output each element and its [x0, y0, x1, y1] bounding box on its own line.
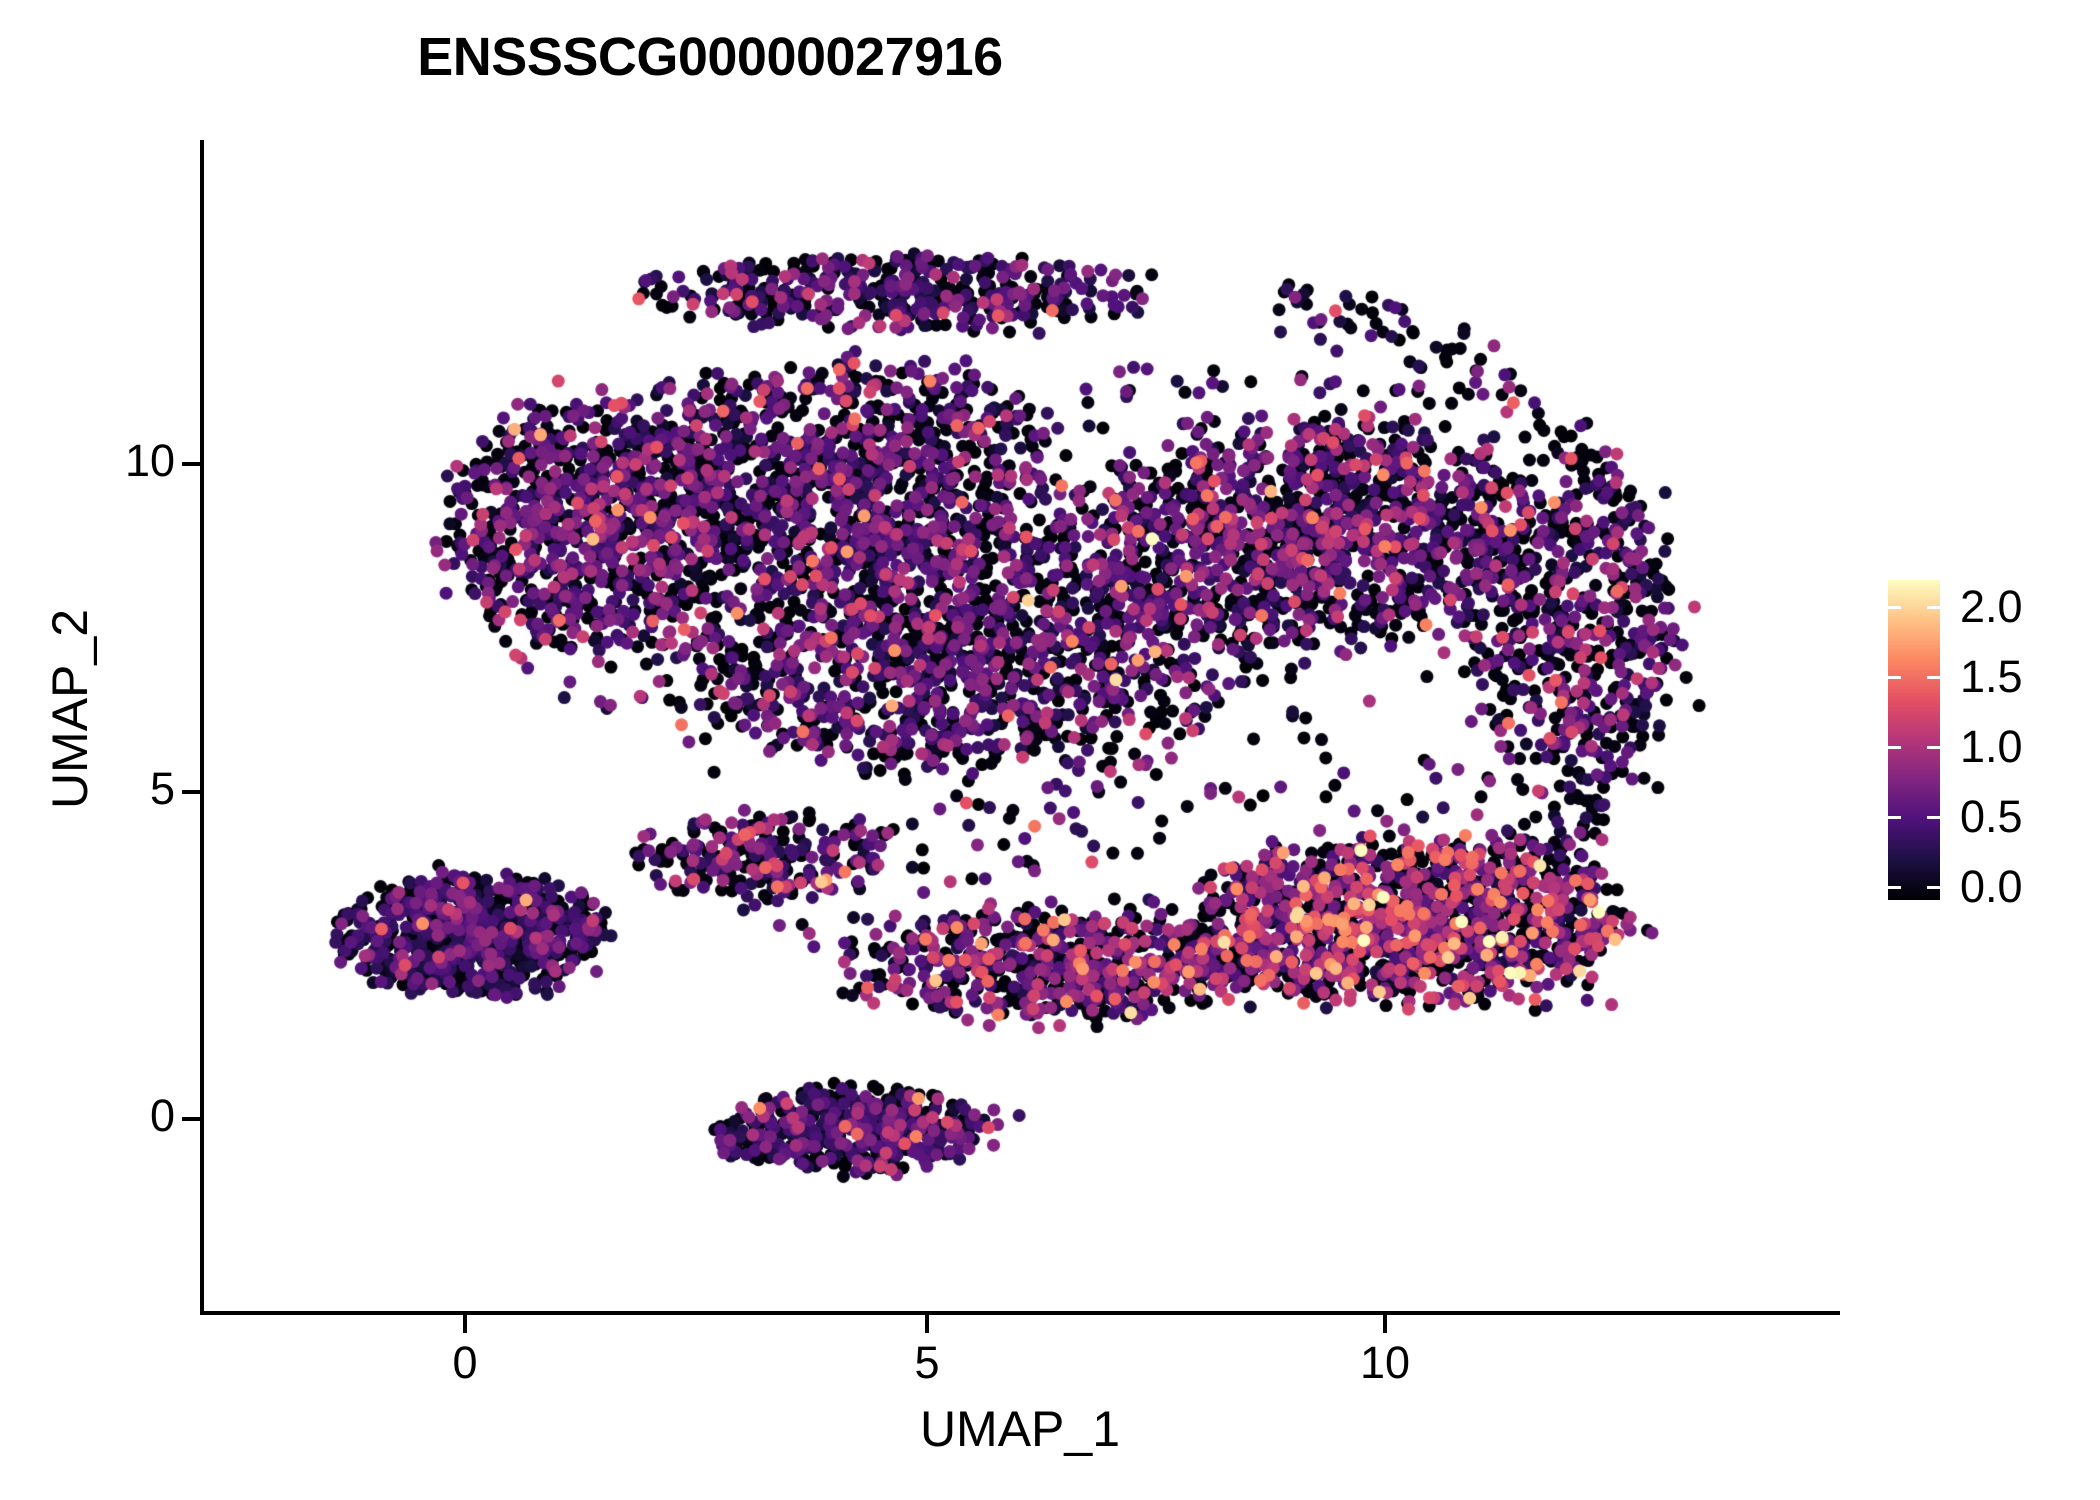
legend-tick-mark-0-0-left	[1888, 886, 1901, 889]
x-tick-mark-0	[463, 1315, 467, 1333]
colorbar-gradient	[1888, 580, 1940, 900]
x-axis-title: UMAP_1	[919, 1401, 1121, 1457]
legend-tick-mark-0-0-right	[1927, 886, 1940, 889]
y-tick-label-0: 0	[149, 1090, 175, 1141]
legend-tick-mark-2-0-right	[1927, 606, 1940, 609]
y-tick-mark-0	[182, 1117, 200, 1121]
x-tick-mark-5	[925, 1315, 929, 1333]
legend-tick-mark-0-5-right	[1927, 816, 1940, 819]
legend-label-2-0: 2.0	[1960, 581, 2023, 632]
legend-tick-mark-1-5-right	[1927, 676, 1940, 679]
legend-label-0-0: 0.0	[1960, 861, 2023, 912]
y-axis-title: UMAP_2	[42, 608, 98, 810]
legend-tick-mark-2-0-left	[1888, 606, 1901, 609]
y-tick-label-10: 10	[124, 435, 175, 486]
legend-tick-mark-1-0-right	[1927, 746, 1940, 749]
x-tick-label-10: 10	[1359, 1337, 1411, 1388]
y-axis-line	[200, 140, 204, 1315]
x-tick-mark-10	[1383, 1315, 1387, 1333]
legend-label-1-5: 1.5	[1960, 651, 2023, 702]
y-tick-label-5: 5	[149, 763, 175, 814]
legend-tick-mark-1-5-left	[1888, 676, 1901, 679]
legend-tick-mark-0-5-left	[1888, 816, 1901, 819]
scatter-points-canvas	[203, 140, 1843, 1315]
x-tick-label-0: 0	[452, 1337, 478, 1388]
color-legend: 2.0 1.5 1.0 0.5 0.0	[1888, 580, 2088, 910]
x-tick-label-5: 5	[914, 1337, 940, 1388]
x-axis-line	[200, 1311, 1840, 1315]
page-title: ENSSSCG00000027916	[417, 27, 1003, 87]
y-tick-mark-10	[182, 462, 200, 466]
legend-tick-mark-1-0-left	[1888, 746, 1901, 749]
legend-label-0-5: 0.5	[1960, 791, 2023, 842]
plot-panel	[203, 140, 1843, 1315]
legend-label-1-0: 1.0	[1960, 721, 2023, 772]
y-tick-mark-5	[182, 790, 200, 794]
